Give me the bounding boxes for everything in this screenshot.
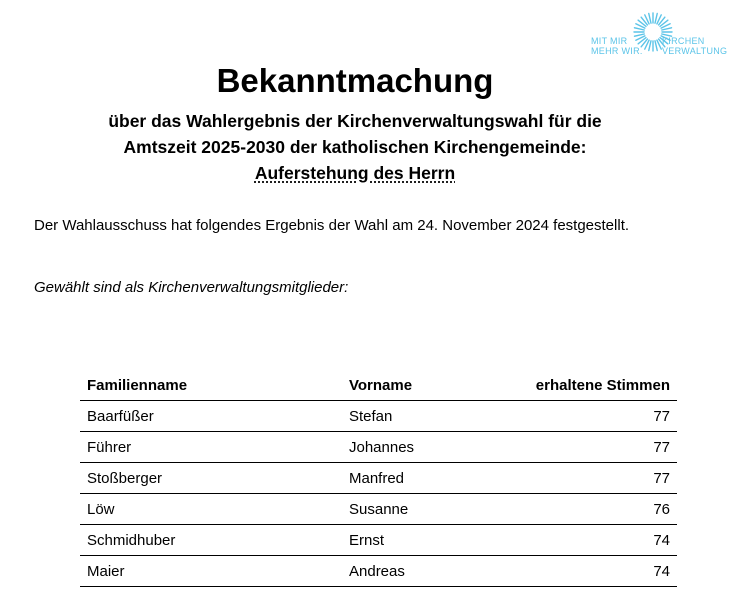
cell-first-name: Ernst bbox=[342, 524, 516, 556]
election-results-table: Familienname Vorname erhaltene Stimmen B… bbox=[80, 370, 677, 587]
cell-first-name: Susanne bbox=[342, 493, 516, 525]
cell-last-name: Stoßberger bbox=[80, 462, 342, 494]
table-row: Führer Johannes 77 bbox=[80, 431, 677, 463]
parish-name: Auferstehung des Herrn bbox=[254, 163, 456, 183]
cell-last-name: Maier bbox=[80, 555, 342, 587]
cell-last-name: Löw bbox=[80, 493, 342, 525]
document-subtitle: über das Wahlergebnis der Kirchenverwalt… bbox=[0, 108, 710, 186]
logo-text-right-1: KIRCHEN bbox=[662, 36, 705, 46]
cell-votes: 76 bbox=[516, 493, 677, 525]
cell-first-name: Manfred bbox=[342, 462, 516, 494]
cell-votes: 77 bbox=[516, 400, 677, 432]
table-header-row: Familienname Vorname erhaltene Stimmen bbox=[80, 370, 677, 401]
logo-text-left-1: MIT MIR bbox=[591, 36, 628, 46]
logo-text-right-2: VERWALTUNG bbox=[662, 46, 728, 56]
result-statement: Der Wahlausschuss hat folgendes Ergebnis… bbox=[34, 217, 630, 234]
kirchenverwaltung-logo: MIT MIR MEHR WIR. KIRCHEN VERWALTUNG bbox=[588, 10, 728, 60]
table-row: Löw Susanne 76 bbox=[80, 493, 677, 525]
cell-votes: 74 bbox=[516, 524, 677, 556]
cell-first-name: Johannes bbox=[342, 431, 516, 463]
subtitle-line-1: über das Wahlergebnis der Kirchenverwalt… bbox=[108, 111, 602, 131]
table-row: Baarfüßer Stefan 77 bbox=[80, 400, 677, 432]
cell-last-name: Schmidhuber bbox=[80, 524, 342, 556]
elected-intro: Gewählt sind als Kirchenverwaltungsmitgl… bbox=[34, 279, 349, 296]
cell-last-name: Baarfüßer bbox=[80, 400, 342, 432]
table-row: Stoßberger Manfred 77 bbox=[80, 462, 677, 494]
cell-last-name: Führer bbox=[80, 431, 342, 463]
header-first-name: Vorname bbox=[342, 370, 516, 401]
header-votes: erhaltene Stimmen bbox=[516, 370, 677, 401]
cell-votes: 77 bbox=[516, 462, 677, 494]
document-title: Bekanntmachung bbox=[216, 62, 494, 99]
table-row: Maier Andreas 74 bbox=[80, 555, 677, 587]
header-last-name: Familienname bbox=[80, 370, 342, 401]
cell-first-name: Stefan bbox=[342, 400, 516, 432]
subtitle-line-2: Amtszeit 2025-2030 der katholischen Kirc… bbox=[123, 137, 587, 157]
table-row: Schmidhuber Ernst 74 bbox=[80, 524, 677, 556]
cell-votes: 77 bbox=[516, 431, 677, 463]
sunburst-icon bbox=[633, 12, 673, 52]
cell-first-name: Andreas bbox=[342, 555, 516, 587]
cell-votes: 74 bbox=[516, 555, 677, 587]
logo-text-left-2: MEHR WIR. bbox=[591, 46, 643, 56]
